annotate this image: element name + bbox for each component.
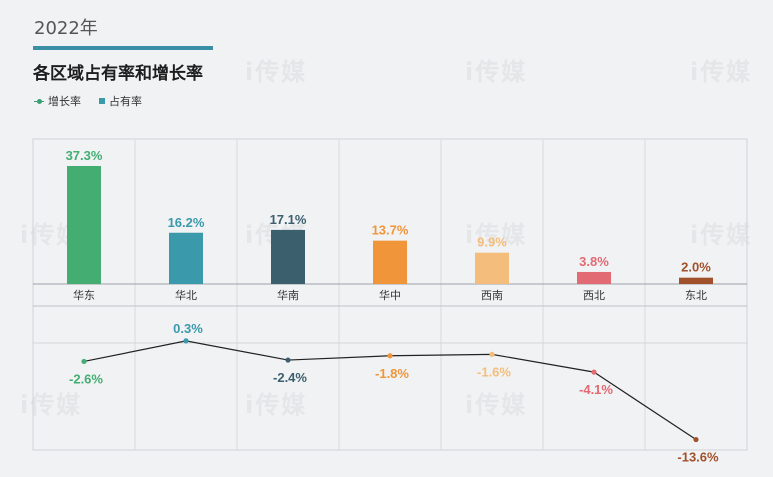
growth-value-label: -2.4%	[273, 370, 307, 385]
growth-value-label: -2.6%	[69, 371, 103, 386]
share-bar	[169, 232, 203, 284]
share-bar	[679, 277, 713, 284]
category-label: 华中	[379, 288, 401, 302]
category-label: 东北	[685, 289, 707, 302]
category-label: 华北	[175, 288, 197, 302]
category-label: 西北	[583, 289, 605, 302]
legend-line-marker	[34, 98, 44, 104]
legend-square-marker	[99, 98, 105, 104]
share-bar	[475, 252, 509, 284]
growth-value-label: -13.6%	[677, 450, 719, 465]
growth-point	[285, 357, 291, 363]
growth-point	[183, 338, 189, 344]
category-label: 华南	[277, 288, 299, 302]
share-bar	[67, 166, 101, 284]
share-value-label: 16.2%	[168, 215, 205, 230]
legend-growth: 增长率	[34, 93, 81, 109]
growth-value-label: 0.3%	[173, 321, 203, 336]
share-value-label: 2.0%	[681, 260, 711, 275]
chart-legend: 增长率 占有率	[34, 93, 142, 109]
share-value-label: 17.1%	[270, 212, 307, 227]
legend-growth-label: 增长率	[48, 95, 81, 108]
growth-point	[489, 351, 495, 357]
growth-point	[387, 353, 393, 359]
share-value-label: 37.3%	[66, 148, 103, 163]
title-accent-bar	[33, 46, 213, 50]
growth-point	[81, 358, 87, 365]
category-label: 华东	[73, 288, 95, 302]
growth-point	[591, 369, 597, 375]
share-bar	[577, 271, 611, 284]
legend-share-label: 占有率	[109, 95, 142, 108]
plot-frame	[32, 138, 748, 451]
share-value-label: 9.9%	[477, 235, 507, 250]
growth-point	[693, 436, 699, 443]
year-label: 2022年	[34, 18, 98, 39]
share-value-label: 3.8%	[579, 254, 609, 269]
category-label: 西南	[481, 289, 503, 302]
share-bar	[271, 229, 305, 284]
growth-value-label: -1.6%	[477, 364, 511, 379]
legend-share: 占有率	[99, 93, 142, 109]
share-bar	[373, 240, 407, 284]
share-value-label: 13.7%	[372, 223, 409, 238]
growth-value-label: -4.1%	[579, 382, 613, 397]
chart-title: 各区域占有率和增长率	[33, 64, 203, 84]
growth-value-label: -1.8%	[375, 366, 409, 381]
